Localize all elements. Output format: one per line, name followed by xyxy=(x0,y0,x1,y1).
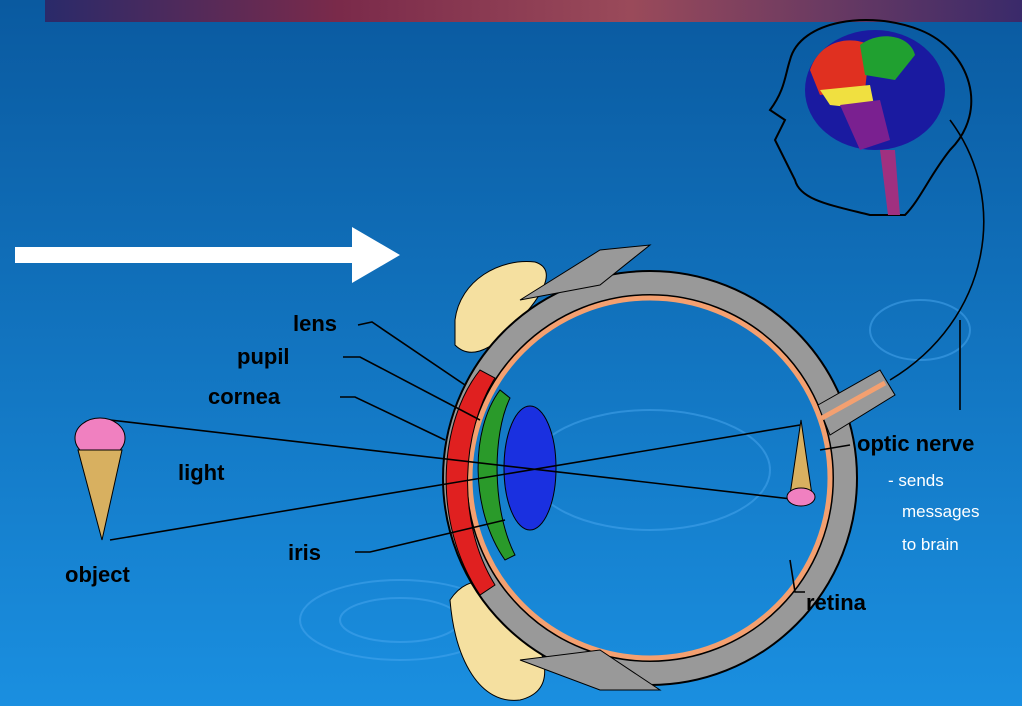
image-scoop xyxy=(787,488,815,506)
label-pupil: pupil xyxy=(237,344,290,369)
note-line: to brain xyxy=(902,535,959,554)
eye-diagram: lens pupil cornea light object iris opti… xyxy=(0,0,1022,706)
top-band xyxy=(45,0,1022,22)
label-light: light xyxy=(178,460,225,485)
label-optic-nerve: optic nerve xyxy=(857,431,974,456)
note-line: messages xyxy=(902,502,979,521)
page: {"diagram": {"labels": {"lens": "lens", … xyxy=(0,0,1022,706)
label-retina: retina xyxy=(806,590,867,615)
label-object: object xyxy=(65,562,130,587)
label-iris: iris xyxy=(288,540,321,565)
label-cornea: cornea xyxy=(208,384,281,409)
label-lens: lens xyxy=(293,311,337,336)
note-line: - sends xyxy=(888,471,944,490)
